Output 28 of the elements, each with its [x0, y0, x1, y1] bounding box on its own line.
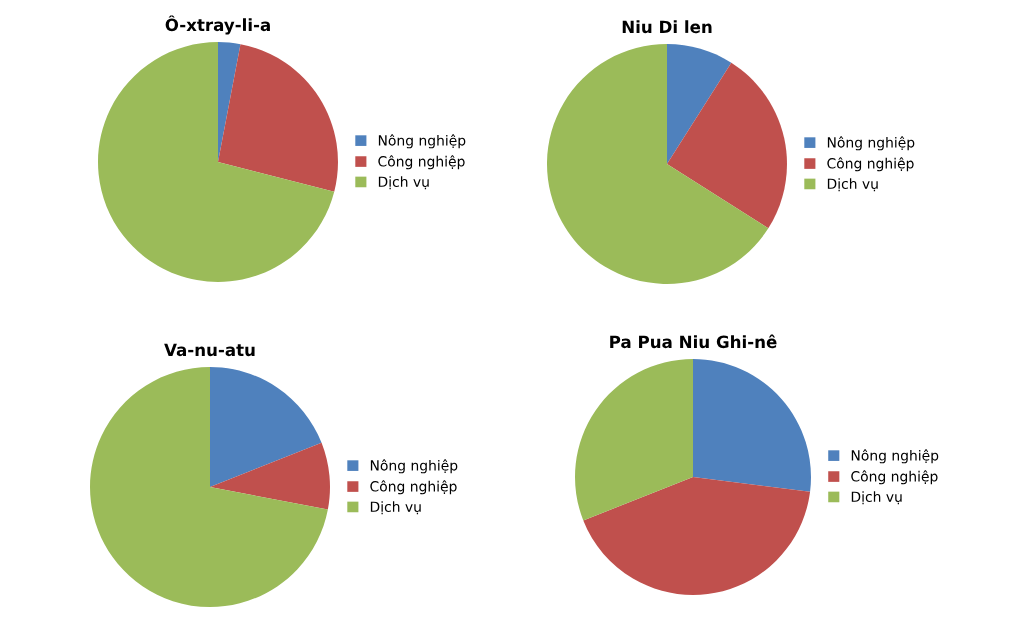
legend-label: Công nghiệp: [827, 157, 914, 172]
pie-slice: [547, 44, 769, 284]
legend-label: Công nghiệp: [370, 480, 457, 495]
chart-title: Va-nu-atu: [164, 343, 255, 357]
pie-slice: [693, 359, 811, 492]
legend-label: Dịch vụ: [851, 491, 902, 505]
pie-slice: [218, 44, 338, 192]
pie-slice: [210, 367, 322, 487]
pie-slice: [575, 359, 693, 521]
pie-slice: [98, 42, 335, 282]
legend-label: Nông nghiệp: [827, 136, 915, 151]
legend-label: Dịch vụ: [827, 178, 878, 192]
pie-slice: [90, 367, 328, 607]
pie-slice: [218, 42, 241, 162]
chart-title: Ô-xtray-li-a: [165, 15, 270, 35]
legend-label: Dịch vụ: [378, 176, 429, 190]
legend-label: Công nghiệp: [851, 470, 938, 485]
pie-slice: [583, 477, 811, 595]
pie-slice: [667, 62, 787, 229]
legend-label: Công nghiệp: [378, 155, 465, 170]
chart-title: Niu Di len: [622, 20, 712, 34]
legend-label: Nông nghiệp: [370, 459, 458, 474]
legend-label: Dịch vụ: [370, 501, 421, 515]
pie-slice: [210, 442, 330, 510]
legend-label: Nông nghiệp: [378, 134, 466, 149]
chart-title: Pa Pua Niu Ghi-nê: [610, 334, 777, 349]
pie-slice: [667, 44, 732, 164]
legend-label: Nông nghiệp: [851, 449, 939, 464]
